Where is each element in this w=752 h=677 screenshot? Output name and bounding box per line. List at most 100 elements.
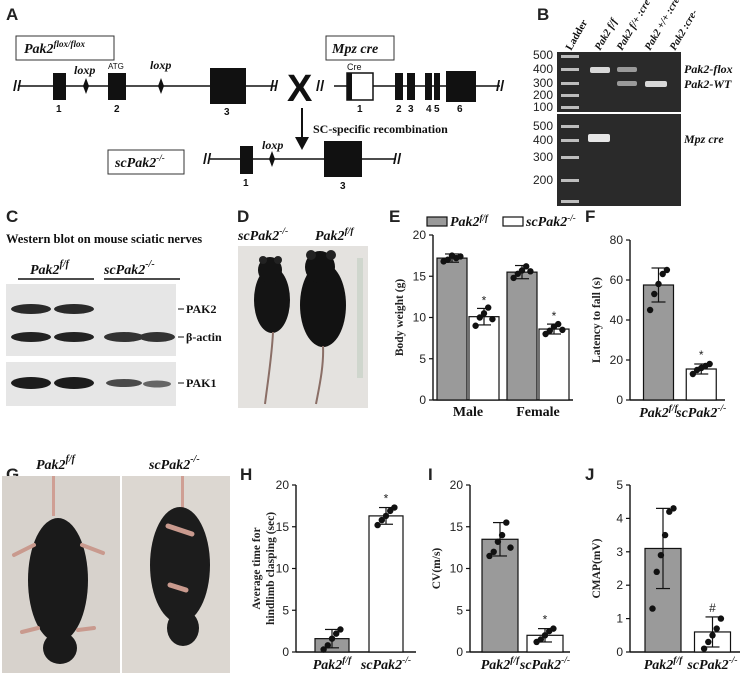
y-axis-label-h-line2: hindlimb clasping (sec) [265, 512, 277, 625]
band-flox-het [617, 67, 637, 72]
y-tick-label-f-3: 60 [610, 273, 624, 287]
panel-label-e: E [389, 207, 400, 226]
point-h-1-2 [382, 512, 390, 520]
point-f-1-0 [689, 370, 697, 378]
y-tick-label-j-2: 2 [616, 578, 623, 592]
y-tick-label-e-0: 0 [419, 393, 426, 407]
mpz-cre-box [325, 35, 395, 61]
bar-e-0-1 [468, 316, 500, 401]
x-tick-label-j-0: Pak2f/f [644, 656, 683, 673]
mpz-line-break-right: // [496, 78, 505, 95]
x-tick-label-h-0: Pak2f/f [313, 656, 352, 673]
ladder-bot-400: 400 [533, 133, 553, 147]
y-tick-label-i-1: 5 [456, 603, 463, 617]
significance-i-1: * [543, 613, 548, 627]
sc-allele-name: scPak2-/- [114, 153, 165, 171]
sc-exon-3-num: 3 [340, 181, 346, 192]
point-h-1-0 [374, 521, 381, 529]
point-i-0-3 [498, 531, 506, 539]
ladder-top-300: 300 [533, 76, 553, 90]
y-tick-label-f-1: 20 [610, 353, 624, 367]
point-e-1-1-3 [555, 320, 562, 328]
point-e-1-0-4 [527, 268, 534, 275]
sc-exon-1-num: 1 [243, 178, 249, 189]
mpz-exon-6 [446, 71, 476, 102]
pak2-bands [11, 304, 94, 314]
point-h-1-1 [378, 516, 385, 524]
mpz-cre-name: Mpz cre [331, 42, 378, 57]
mpz-exon-3-num: 3 [408, 104, 414, 115]
band-label-wt: Pak2-WT [684, 77, 732, 91]
band-label-mpz: Mpz cre [683, 132, 724, 146]
point-j-0-5 [670, 505, 677, 512]
point-e-0-1-3 [485, 304, 492, 311]
cre-label: Cre [347, 62, 362, 72]
y-tick-label-j-0: 0 [616, 645, 623, 659]
recombination-arrowhead [295, 137, 309, 150]
panel-label-i: I [428, 465, 433, 484]
y-tick-label-j-1: 1 [616, 612, 623, 626]
mpz-exon-1 [347, 73, 352, 100]
sc-line-break-left: // [203, 151, 212, 168]
point-e-0-0-1 [444, 256, 451, 263]
mouse-scpak2-d [254, 256, 290, 405]
point-f-0-0 [646, 306, 654, 314]
ladder-top-500: 500 [533, 48, 553, 62]
band-label-pak1: PAK1 [186, 376, 216, 390]
bar-h-1 [368, 515, 404, 653]
western-group-2: scPak2-/- [103, 259, 155, 278]
y-tick-label-f-2: 40 [610, 313, 624, 327]
loxp-site-3 [269, 151, 275, 167]
legend-label-e-0: Pak2f/f [450, 213, 489, 230]
bar-e-1-0 [506, 271, 538, 401]
y-tick-label-h-3: 15 [276, 520, 290, 534]
loxp-label-1: loxp [74, 63, 95, 77]
y-tick-label-e-4: 20 [413, 228, 427, 242]
point-j-0-3 [661, 531, 669, 539]
legend-label-e-1: scPak2-/- [525, 213, 576, 230]
ladder-top-100: 100 [533, 100, 553, 114]
ladder-bot-300: 300 [533, 150, 553, 164]
point-e-0-1-4 [489, 315, 496, 323]
mpz-exon-3 [407, 73, 415, 100]
pak1-bands [11, 377, 171, 389]
photo-d-label-2: Pak2f/f [315, 227, 354, 244]
mpz-exon-2 [395, 73, 403, 100]
ladder-top [561, 55, 579, 109]
photo-g-label-2: scPak2-/- [148, 454, 200, 473]
sc-allele-box [107, 149, 185, 175]
western-group-1: Pak2f/f [30, 259, 71, 278]
y-tick-label-j-5: 5 [616, 478, 623, 492]
point-h-0-0 [320, 646, 327, 653]
y-tick-label-j-3: 3 [616, 545, 623, 559]
point-f-0-2 [655, 280, 662, 288]
point-e-0-1-0 [472, 322, 479, 329]
point-i-1-2 [541, 632, 549, 639]
point-i-0-2 [494, 538, 502, 545]
y-tick-label-e-1: 5 [419, 352, 426, 366]
y-tick-label-j-4: 4 [616, 511, 623, 525]
x-tick-label-f-0: Pak2f/f [639, 404, 678, 421]
panel-label-h: H [240, 465, 252, 484]
point-i-0-4 [503, 519, 510, 526]
bar-f-0 [642, 284, 675, 401]
flox-exon-2 [108, 73, 126, 100]
panel-label-c: C [6, 207, 18, 226]
loxp-label-3: loxp [262, 138, 283, 152]
loxp-site-1 [83, 78, 89, 94]
significance-e-0: * [482, 293, 487, 307]
point-i-1-1 [537, 636, 544, 643]
panel-label-j: J [585, 465, 594, 484]
y-axis-label-h: Average time for [251, 527, 263, 609]
point-j-1-4 [717, 615, 725, 622]
point-e-0-0-4 [457, 253, 464, 260]
panel-label-b: B [537, 5, 549, 24]
x-tick-label-j-1: scPak2-/- [686, 656, 737, 673]
point-i-0-1 [490, 548, 497, 555]
western-membrane-1 [6, 284, 176, 356]
mpz-line-break-left: // [316, 78, 325, 95]
ladder-bot-200: 200 [533, 173, 553, 187]
y-axis-label-i: CV(m/s) [431, 548, 443, 590]
mouse-pak2ff-d [300, 250, 346, 405]
mpz-exon-6-num: 6 [457, 104, 463, 115]
